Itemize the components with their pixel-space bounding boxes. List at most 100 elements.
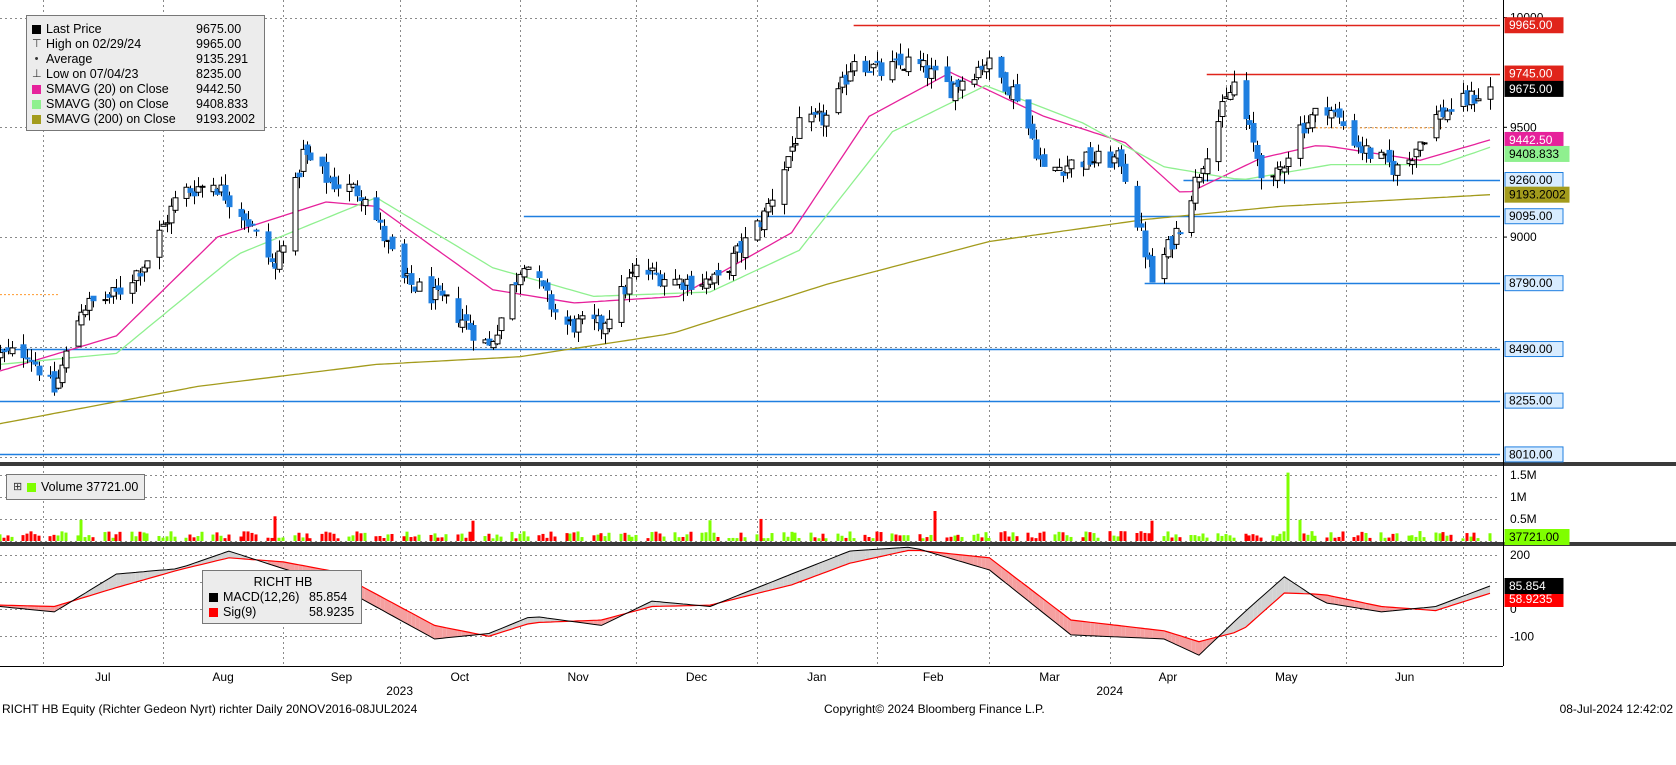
volume-bar bbox=[483, 536, 487, 541]
candle-down bbox=[1246, 120, 1253, 125]
volume-bar bbox=[1038, 532, 1042, 541]
volume-bar bbox=[1352, 537, 1356, 541]
macd-fill-negative bbox=[1005, 569, 1009, 586]
candle-down bbox=[1258, 154, 1265, 179]
candle-up bbox=[971, 79, 978, 85]
candle-down bbox=[680, 282, 687, 290]
volume-bar bbox=[603, 536, 607, 541]
legend-label: High on 02/29/24 bbox=[46, 37, 142, 51]
candle-up bbox=[210, 184, 217, 193]
candle-up bbox=[86, 297, 93, 311]
candle-down bbox=[812, 111, 819, 115]
volume-bar bbox=[673, 532, 677, 541]
macd-fill-positive bbox=[213, 555, 218, 562]
macd-fill-positive bbox=[1245, 607, 1250, 628]
volume-bar bbox=[793, 532, 797, 541]
volume-bar bbox=[1286, 472, 1290, 541]
volume-bar bbox=[630, 536, 634, 541]
candle-up bbox=[575, 318, 582, 333]
macd-fill-negative bbox=[438, 626, 443, 639]
candle-up bbox=[1227, 91, 1234, 100]
candle-down bbox=[241, 213, 248, 221]
macd-fill-positive bbox=[659, 601, 664, 607]
volume-bar bbox=[1026, 532, 1030, 541]
candle-up bbox=[1444, 110, 1451, 121]
macd-fill-negative bbox=[977, 556, 982, 568]
candle-up bbox=[1433, 114, 1440, 139]
price-tag-bg bbox=[1504, 145, 1570, 162]
volume-bar bbox=[161, 537, 165, 541]
candle-up bbox=[626, 277, 633, 295]
candle-down bbox=[28, 359, 35, 362]
legend-value: 9675.00 bbox=[196, 22, 242, 36]
legend-value: 9135.291 bbox=[196, 52, 249, 66]
volume-bar bbox=[987, 538, 991, 541]
volume-bar bbox=[471, 520, 475, 541]
macd-fill-positive bbox=[865, 549, 870, 560]
candle-up bbox=[1188, 200, 1195, 233]
volume-bar bbox=[138, 531, 142, 541]
volume-bar bbox=[1228, 535, 1232, 541]
candle-up bbox=[986, 57, 993, 70]
expand-icon[interactable]: ⊞ bbox=[13, 480, 23, 493]
volume-bar bbox=[223, 538, 227, 541]
volume-bar bbox=[1368, 537, 1372, 541]
volume-bar bbox=[817, 538, 821, 541]
macd-fill-negative bbox=[1175, 634, 1180, 647]
macd-fill-positive bbox=[772, 577, 784, 590]
volume-bar bbox=[1092, 533, 1096, 541]
volume-bar bbox=[607, 532, 611, 541]
macd-fill-negative bbox=[279, 561, 284, 569]
macd-fill-negative bbox=[973, 556, 978, 567]
macd-fill-negative bbox=[275, 561, 280, 568]
macd-fill-positive bbox=[225, 551, 229, 559]
price-tag: 9408.833 bbox=[1509, 147, 1559, 161]
volume-bar bbox=[1139, 531, 1143, 541]
average-line-icon: • bbox=[34, 53, 39, 65]
volume-bar bbox=[1189, 535, 1193, 541]
volume-bar bbox=[405, 531, 409, 541]
volume-tick-label: 1M bbox=[1510, 490, 1527, 504]
volume-bar bbox=[1325, 537, 1329, 541]
volume-bar bbox=[1313, 535, 1317, 541]
price-tag-bg bbox=[1504, 275, 1564, 292]
candle-up bbox=[761, 210, 768, 231]
macd-fill-negative bbox=[407, 610, 412, 627]
volume-bar bbox=[949, 536, 953, 541]
macd-fill-negative bbox=[1121, 625, 1126, 638]
volume-bar bbox=[142, 532, 146, 541]
candle-up bbox=[1297, 124, 1304, 159]
price-tag-bg bbox=[1504, 17, 1564, 34]
macd-fill-negative bbox=[1358, 601, 1362, 609]
volume-bar bbox=[48, 536, 52, 541]
macd-fill-negative bbox=[1334, 596, 1339, 605]
footer-timestamp: 08-Jul-2024 12:42:02 bbox=[1559, 702, 1673, 716]
volume-bar bbox=[1119, 531, 1123, 541]
macd-fill-positive bbox=[120, 572, 132, 587]
candle-up bbox=[633, 264, 640, 278]
volume-bar bbox=[378, 536, 382, 541]
volume-bar bbox=[1449, 534, 1453, 541]
macd-fill-negative bbox=[597, 620, 602, 626]
candle-up bbox=[928, 68, 935, 79]
volume-bar bbox=[293, 535, 297, 541]
volume-bar bbox=[277, 537, 281, 541]
candle-down bbox=[1386, 149, 1393, 163]
volume-bar bbox=[972, 534, 976, 541]
candle-up bbox=[742, 237, 749, 259]
volume-bar bbox=[945, 537, 949, 541]
volume-bar bbox=[580, 537, 584, 541]
volume-bar bbox=[1302, 533, 1306, 541]
panel-divider bbox=[0, 462, 1676, 466]
macd-fill-negative bbox=[1117, 625, 1122, 638]
volume-bar bbox=[413, 536, 417, 541]
macd-fill-positive bbox=[143, 571, 148, 580]
macd-fill-positive bbox=[519, 619, 524, 627]
macd-fill-positive bbox=[1257, 597, 1262, 618]
volume-bar bbox=[844, 537, 848, 541]
candle-down bbox=[1033, 139, 1040, 159]
candle-up bbox=[975, 66, 982, 79]
candle-up bbox=[959, 80, 966, 91]
macd-fill-positive bbox=[1288, 579, 1300, 594]
volume-bar bbox=[762, 538, 766, 541]
